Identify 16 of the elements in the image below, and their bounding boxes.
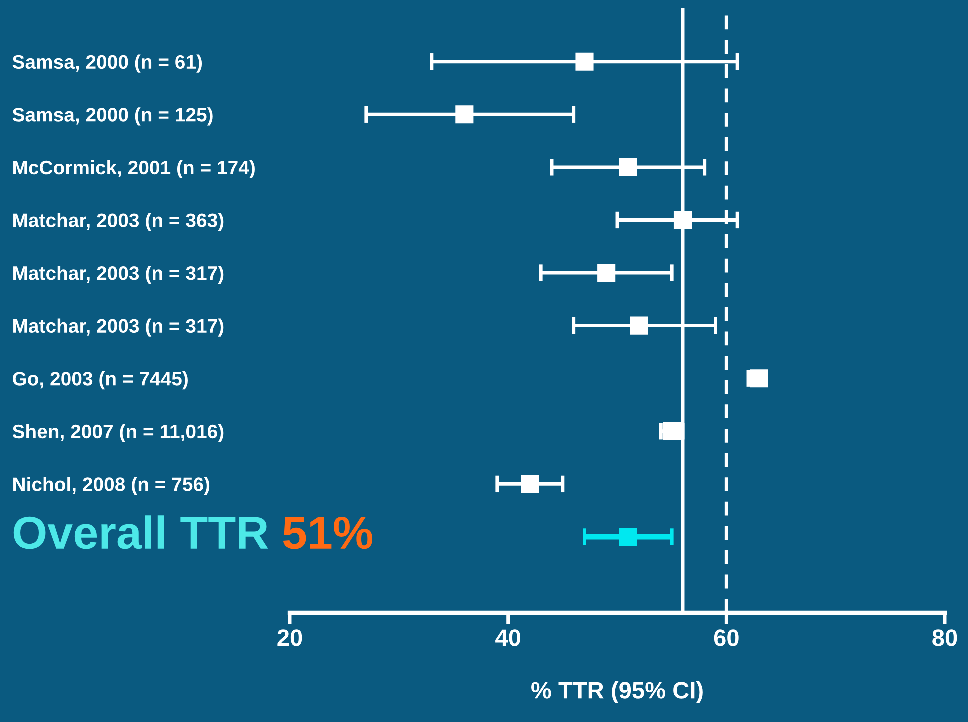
x-tick-label: 40 bbox=[496, 630, 520, 646]
annotation: 51% bbox=[283, 516, 372, 550]
y-tick-label: Nichol, 2008 (n = 756) bbox=[14, 477, 210, 496]
y-tick-label: Matchar, 2003 (n = 363) bbox=[14, 213, 224, 232]
x-tick-label: 60 bbox=[714, 630, 739, 646]
y-tick-label: Samsa, 2000 (n = 125) bbox=[12, 108, 213, 126]
y-tick-label: Go, 2003 (n = 7445) bbox=[13, 372, 188, 390]
x-tick-label: 20 bbox=[278, 630, 302, 646]
y-tick-label: Samsa, 2000 (n = 61) bbox=[12, 54, 202, 73]
x-tick-label: 80 bbox=[932, 630, 958, 646]
y-tick-label: Matchar, 2003 (n = 317) bbox=[14, 318, 224, 337]
x-axis-title: % TTR (95% CI) bbox=[532, 682, 703, 704]
y-tick-label: Matchar, 2003 (n = 317) bbox=[14, 266, 224, 284]
y-tick-label: McCormick, 2001 (n = 174) bbox=[14, 160, 255, 179]
text: Overall TTR bbox=[14, 516, 268, 550]
y-tick-label: Shen, 2007 (n = 11,016) bbox=[12, 424, 224, 442]
